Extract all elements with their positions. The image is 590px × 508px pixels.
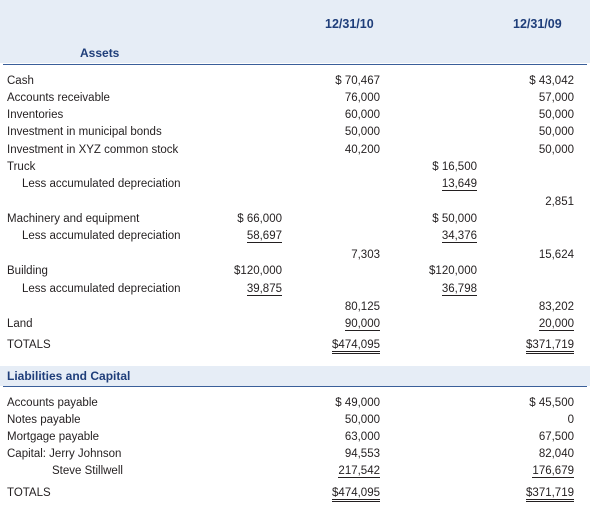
row-label-inventories: Inventories [7,109,64,121]
row-label-machinery-depreciation: Less accumulated depreciation [22,230,181,242]
ar-2010: 76,000 [344,92,380,104]
column-header-2009: 12/31/09 [513,17,562,31]
building-net-2009: 83,202 [538,301,574,313]
liabilities-band [0,366,590,386]
row-label-building-depreciation: Less accumulated depreciation [22,283,181,295]
ar-2009: 57,000 [538,92,574,104]
machinery-net-2009: 15,624 [538,249,574,261]
ap-2010: $ 49,000 [335,397,380,409]
building-cost-2009: $120,000 [429,265,477,277]
row-label-accounts-receivable: Accounts receivable [7,92,110,104]
assets-total-2010: $474,095 [332,339,380,354]
row-label-xyz-stock: Investment in XYZ common stock [7,144,179,156]
row-label-machinery: Machinery and equipment [7,213,140,225]
muni-2010: 50,000 [344,126,380,138]
assets-heading: Assets [80,46,120,60]
capital-ss-2009: 176,679 [532,465,574,478]
machinery-net-2010: 7,303 [351,249,380,261]
mp-2010: 63,000 [344,431,380,443]
truck-depreciation-2009: 13,649 [441,178,477,191]
muni-2009: 50,000 [538,126,574,138]
ap-2009: $ 45,500 [529,397,574,409]
inventories-2010: 60,000 [344,109,380,121]
liabilities-total-2010: $474,095 [332,487,380,502]
row-label-truck: Truck [7,161,36,173]
inventories-2009: 50,000 [538,109,574,121]
cash-2009: $ 43,042 [529,75,574,87]
row-label-truck-depreciation: Less accumulated depreciation [22,178,181,190]
capital-ss-2010: 217,542 [338,465,380,478]
row-label-mortgage-payable: Mortgage payable [7,431,100,443]
machinery-depreciation-2009: 34,376 [441,230,477,243]
row-label-accounts-payable: Accounts payable [7,397,98,409]
truck-cost-2009: $ 16,500 [432,161,477,173]
machinery-cost-2010: $ 66,000 [237,213,282,225]
machinery-depreciation-2010: 58,697 [246,230,282,243]
mp-2009: 67,500 [538,431,574,443]
building-depreciation-2009: 36,798 [441,283,477,296]
land-2009: 20,000 [538,318,574,331]
header-band [0,0,590,63]
assets-total-2009: $371,719 [526,339,574,354]
np-2010: 50,000 [344,414,380,426]
building-depreciation-2010: 39,875 [246,283,282,296]
cash-2010: $ 70,467 [335,75,380,87]
row-label-capital-steve-stillwell: Steve Stillwell [52,465,123,477]
truck-net-2009: 2,851 [545,196,574,208]
capital-jj-2009: 82,040 [538,448,574,460]
row-label-assets-totals: TOTALS [7,339,51,351]
row-label-cash: Cash [7,75,34,87]
liabilities-total-2009: $371,719 [526,487,574,502]
liabilities-heading: Liabilities and Capital [7,369,131,383]
capital-jj-2010: 94,553 [344,448,380,460]
row-label-liabilities-totals: TOTALS [7,487,51,499]
xyz-2009: 50,000 [538,144,574,156]
column-header-2010: 12/31/10 [325,17,374,31]
machinery-cost-2009: $ 50,000 [432,213,477,225]
liabilities-rule [3,386,587,387]
row-label-notes-payable: Notes payable [7,414,81,426]
building-cost-2010: $120,000 [234,265,282,277]
assets-rule [3,64,587,65]
xyz-2010: 40,200 [344,144,380,156]
row-label-municipal-bonds: Investment in municipal bonds [7,126,162,138]
row-label-land: Land [7,318,33,330]
land-2010: 90,000 [344,318,380,331]
building-net-2010: 80,125 [344,301,380,313]
row-label-capital-jerry-johnson: Capital: Jerry Johnson [7,448,122,460]
row-label-building: Building [7,265,48,277]
np-2009: 0 [567,414,574,426]
